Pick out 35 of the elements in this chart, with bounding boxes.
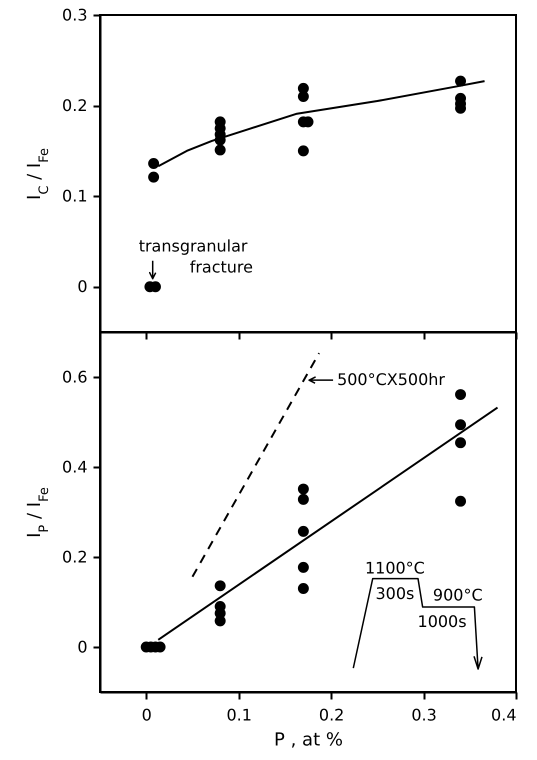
x-tick-label: 0.3	[411, 706, 437, 724]
annotation: 1000s	[418, 612, 467, 631]
y-tick-label: 0.4	[62, 458, 88, 476]
point	[455, 389, 466, 400]
point	[298, 562, 309, 573]
x-tick-label: 0.1	[226, 706, 252, 724]
annotation: 300s	[375, 584, 414, 603]
point	[298, 145, 309, 156]
point	[298, 494, 309, 505]
annotation: 500°CX500hr	[337, 370, 446, 390]
point	[455, 437, 466, 448]
y-tick-label: 0.2	[62, 96, 88, 116]
annotation: transgranular fracture	[138, 236, 253, 277]
y-tick-label: 0	[77, 277, 88, 296]
point	[298, 583, 309, 594]
y-tick-label: 0.3	[62, 6, 88, 24]
y-tick-label: 0	[77, 638, 88, 656]
y-tick-label: 0.2	[62, 548, 88, 566]
point	[298, 526, 309, 537]
point	[298, 91, 309, 102]
point	[148, 158, 160, 170]
point	[214, 580, 226, 592]
y-tick-label: 0.6	[62, 368, 88, 386]
annotation: 900°C	[432, 586, 483, 605]
point	[148, 172, 160, 183]
point	[455, 496, 466, 507]
point	[455, 419, 466, 430]
x-axis-title: P , at %	[274, 730, 343, 750]
point	[298, 484, 309, 495]
x-tick-label: 0.4	[491, 706, 516, 724]
y-tick-label: 0.1	[62, 186, 88, 206]
annotation: 1100°C	[364, 558, 425, 578]
x-tick-label: 0	[142, 706, 152, 724]
point	[214, 144, 226, 156]
x-tick-label: 0.2	[318, 706, 344, 724]
